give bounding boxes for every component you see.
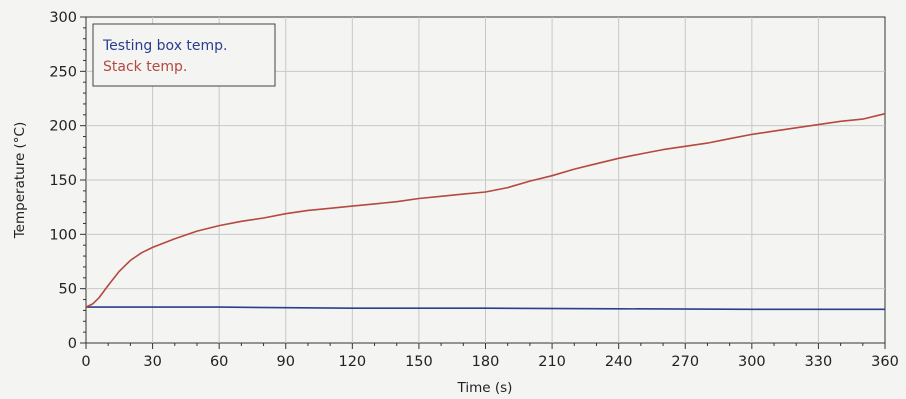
x-tick-label: 300 xyxy=(738,354,766,370)
y-tick-label: 300 xyxy=(49,10,77,26)
x-tick-label: 90 xyxy=(277,354,295,370)
y-tick-label: 250 xyxy=(49,64,77,80)
y-tick-label: 150 xyxy=(49,173,77,189)
y-tick-label: 200 xyxy=(49,119,77,135)
x-tick-label: 60 xyxy=(210,354,228,370)
x-tick-label: 360 xyxy=(871,354,899,370)
x-tick-label: 210 xyxy=(538,354,566,370)
legend-item-stack-temp: Stack temp. xyxy=(103,59,187,75)
x-axis-title: Time (s) xyxy=(457,380,513,396)
legend: Testing box temp. Stack temp. xyxy=(92,23,276,87)
legend-box xyxy=(92,23,276,87)
x-tick-label: 240 xyxy=(605,354,633,370)
x-tick-label: 330 xyxy=(805,354,833,370)
x-tick-label: 150 xyxy=(405,354,433,370)
x-tick-label: 120 xyxy=(338,354,366,370)
grid-lines xyxy=(86,17,885,343)
series-line-testing-box-temp xyxy=(86,306,885,311)
axes: 0 30 60 90 120 150 180 210 240 270 300 330 360 0 50 100… xyxy=(49,10,899,370)
x-tick-label: 270 xyxy=(671,354,699,370)
y-tick-label: 0 xyxy=(68,336,77,352)
y-tick-label: 100 xyxy=(49,227,77,243)
series-lines xyxy=(85,112,886,311)
x-tick-label: 0 xyxy=(81,354,90,370)
series-line-stack-temp xyxy=(85,112,886,308)
y-tick-label: 50 xyxy=(59,282,77,298)
x-tick-label: 180 xyxy=(472,354,500,370)
x-tick-label: 30 xyxy=(143,354,161,370)
legend-item-testing-box-temp: Testing box temp. xyxy=(102,38,228,54)
y-axis-title: Temperature (°C) xyxy=(12,122,28,240)
